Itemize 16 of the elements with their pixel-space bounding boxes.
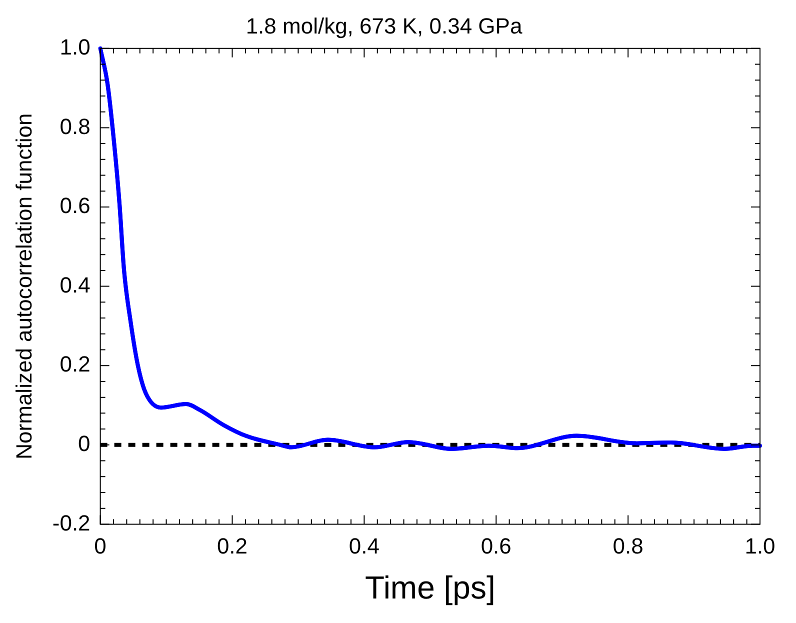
y-tick-label: 0.6 — [60, 193, 90, 218]
y-axis-title: Normalized autocorrelation function — [11, 113, 36, 460]
y-tick-label: 0.4 — [60, 272, 90, 298]
x-tick-label: 0.6 — [480, 533, 512, 558]
x-tick-label: 0.2 — [216, 533, 248, 558]
chart-title: 1.8 mol/kg, 673 K, 0.34 GPa — [246, 13, 523, 38]
x-tick-label: 0.4 — [348, 533, 380, 558]
x-tick-label: 0 — [94, 533, 106, 558]
x-tick-label: 0.8 — [612, 533, 644, 558]
y-tick-label: -0.2 — [52, 510, 90, 536]
y-tick-label: 1.0 — [60, 34, 90, 60]
y-tick-label: 0.8 — [60, 114, 90, 139]
y-tick-label: 0 — [78, 430, 90, 456]
x-axis-title: Time [ps] — [364, 570, 496, 606]
y-tick-label: 0.2 — [60, 352, 90, 377]
x-tick-label: 1.0 — [744, 533, 776, 558]
